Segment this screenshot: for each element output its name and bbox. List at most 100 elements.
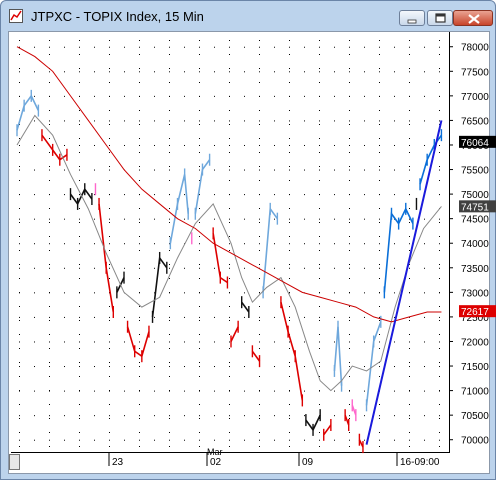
grid-dot bbox=[49, 264, 50, 265]
grid-dot bbox=[124, 267, 125, 269]
grid-dot bbox=[34, 415, 35, 417]
grid-dot bbox=[439, 96, 440, 97]
grid-dot bbox=[49, 222, 50, 223]
grid-dot bbox=[364, 341, 365, 343]
grid-dot bbox=[199, 418, 200, 419]
grid-dot bbox=[169, 208, 170, 209]
grid-dot bbox=[394, 120, 395, 122]
grid-dot bbox=[259, 169, 260, 171]
grid-dot bbox=[214, 366, 215, 368]
grid-dot bbox=[304, 120, 305, 122]
grid-dot bbox=[109, 96, 110, 97]
grid-dot bbox=[79, 54, 80, 55]
grid-dot bbox=[94, 390, 95, 392]
grid-dot bbox=[439, 439, 440, 441]
grid-dot bbox=[349, 418, 350, 419]
grid-dot bbox=[169, 376, 170, 377]
grid-dot bbox=[184, 144, 185, 146]
grid-dot bbox=[49, 208, 50, 209]
grid-dot bbox=[79, 432, 80, 433]
grid-dot bbox=[154, 390, 155, 392]
grid-dot bbox=[259, 446, 260, 447]
grid-dot bbox=[319, 362, 320, 363]
grid-dot bbox=[34, 316, 35, 318]
long-moving-average-line bbox=[16, 46, 442, 323]
grid-dot bbox=[259, 152, 260, 153]
grid-dot bbox=[79, 138, 80, 139]
grid-dot bbox=[259, 124, 260, 125]
grid-dot bbox=[169, 432, 170, 433]
grid-dot bbox=[169, 222, 170, 223]
grid-dot bbox=[364, 316, 365, 318]
plot-region[interactable] bbox=[11, 32, 450, 454]
price-segment bbox=[323, 424, 332, 436]
grid-dot bbox=[229, 46, 230, 48]
grid-dot bbox=[169, 120, 170, 122]
grid-dot bbox=[34, 390, 35, 392]
grid-dot bbox=[79, 250, 80, 251]
grid-dot bbox=[289, 292, 290, 293]
grid-dot bbox=[169, 366, 170, 368]
grid-dot bbox=[79, 320, 80, 321]
grid-dot bbox=[139, 243, 140, 245]
grid-dot bbox=[289, 376, 290, 377]
chart-area: 70000 70500 71000 71500 72000 72500 73000 73500… bbox=[8, 31, 496, 474]
grid-dot bbox=[289, 439, 290, 441]
grid-dot bbox=[19, 166, 20, 167]
grid-dot bbox=[394, 95, 395, 97]
grid-dot bbox=[259, 439, 260, 441]
close-button[interactable] bbox=[453, 10, 493, 26]
grid-dot bbox=[184, 267, 185, 269]
grid-dot bbox=[334, 194, 335, 196]
grid-dot bbox=[139, 166, 140, 167]
grid-dot bbox=[319, 222, 320, 223]
grid-dot bbox=[319, 341, 320, 343]
grid-dot bbox=[199, 82, 200, 83]
grid-dot bbox=[364, 95, 365, 97]
grid-dot bbox=[79, 144, 80, 146]
grid-dot bbox=[229, 124, 230, 125]
grid-dot bbox=[94, 439, 95, 441]
grid-dot bbox=[349, 432, 350, 433]
grid-dot bbox=[259, 222, 260, 223]
grid-dot bbox=[439, 376, 440, 377]
grid-dot bbox=[229, 71, 230, 73]
grid-dot bbox=[64, 144, 65, 146]
grid-dot bbox=[334, 120, 335, 122]
maximize-button[interactable] bbox=[427, 10, 453, 26]
grid-dot bbox=[199, 376, 200, 377]
grid-dot bbox=[124, 46, 125, 48]
minimize-button[interactable] bbox=[399, 10, 425, 26]
grid-dot bbox=[319, 236, 320, 237]
grid-dot bbox=[19, 68, 20, 69]
grid-dot bbox=[409, 390, 410, 392]
price-segment bbox=[251, 350, 261, 362]
grid-dot bbox=[349, 267, 350, 269]
grid-dot bbox=[199, 348, 200, 349]
grid-dot bbox=[409, 138, 410, 139]
grid-dot bbox=[409, 124, 410, 125]
grid-dot bbox=[184, 439, 185, 441]
grid-dot bbox=[289, 432, 290, 433]
grid-dot bbox=[409, 120, 410, 122]
grid-dot bbox=[364, 439, 365, 441]
grid-dot bbox=[319, 278, 320, 279]
title-bar[interactable]: JTPXC - TOPIX Index, 15 Min bbox=[1, 1, 495, 31]
scroll-handle[interactable] bbox=[9, 454, 20, 470]
grid-dot bbox=[379, 180, 380, 181]
grid-dot bbox=[184, 194, 185, 196]
grid-dot bbox=[379, 82, 380, 83]
grid-dot bbox=[139, 316, 140, 318]
grid-dot bbox=[274, 316, 275, 318]
grid-dot bbox=[229, 439, 230, 441]
grid-dot bbox=[154, 46, 155, 48]
grid-dot bbox=[109, 208, 110, 209]
grid-dot bbox=[259, 250, 260, 251]
grid-dot bbox=[349, 366, 350, 368]
grid-dot bbox=[139, 194, 140, 195]
grid-dot bbox=[79, 390, 80, 391]
grid-dot bbox=[289, 68, 290, 69]
grid-dot bbox=[109, 166, 110, 167]
grid-dot bbox=[19, 366, 20, 368]
grid-dot bbox=[289, 250, 290, 251]
